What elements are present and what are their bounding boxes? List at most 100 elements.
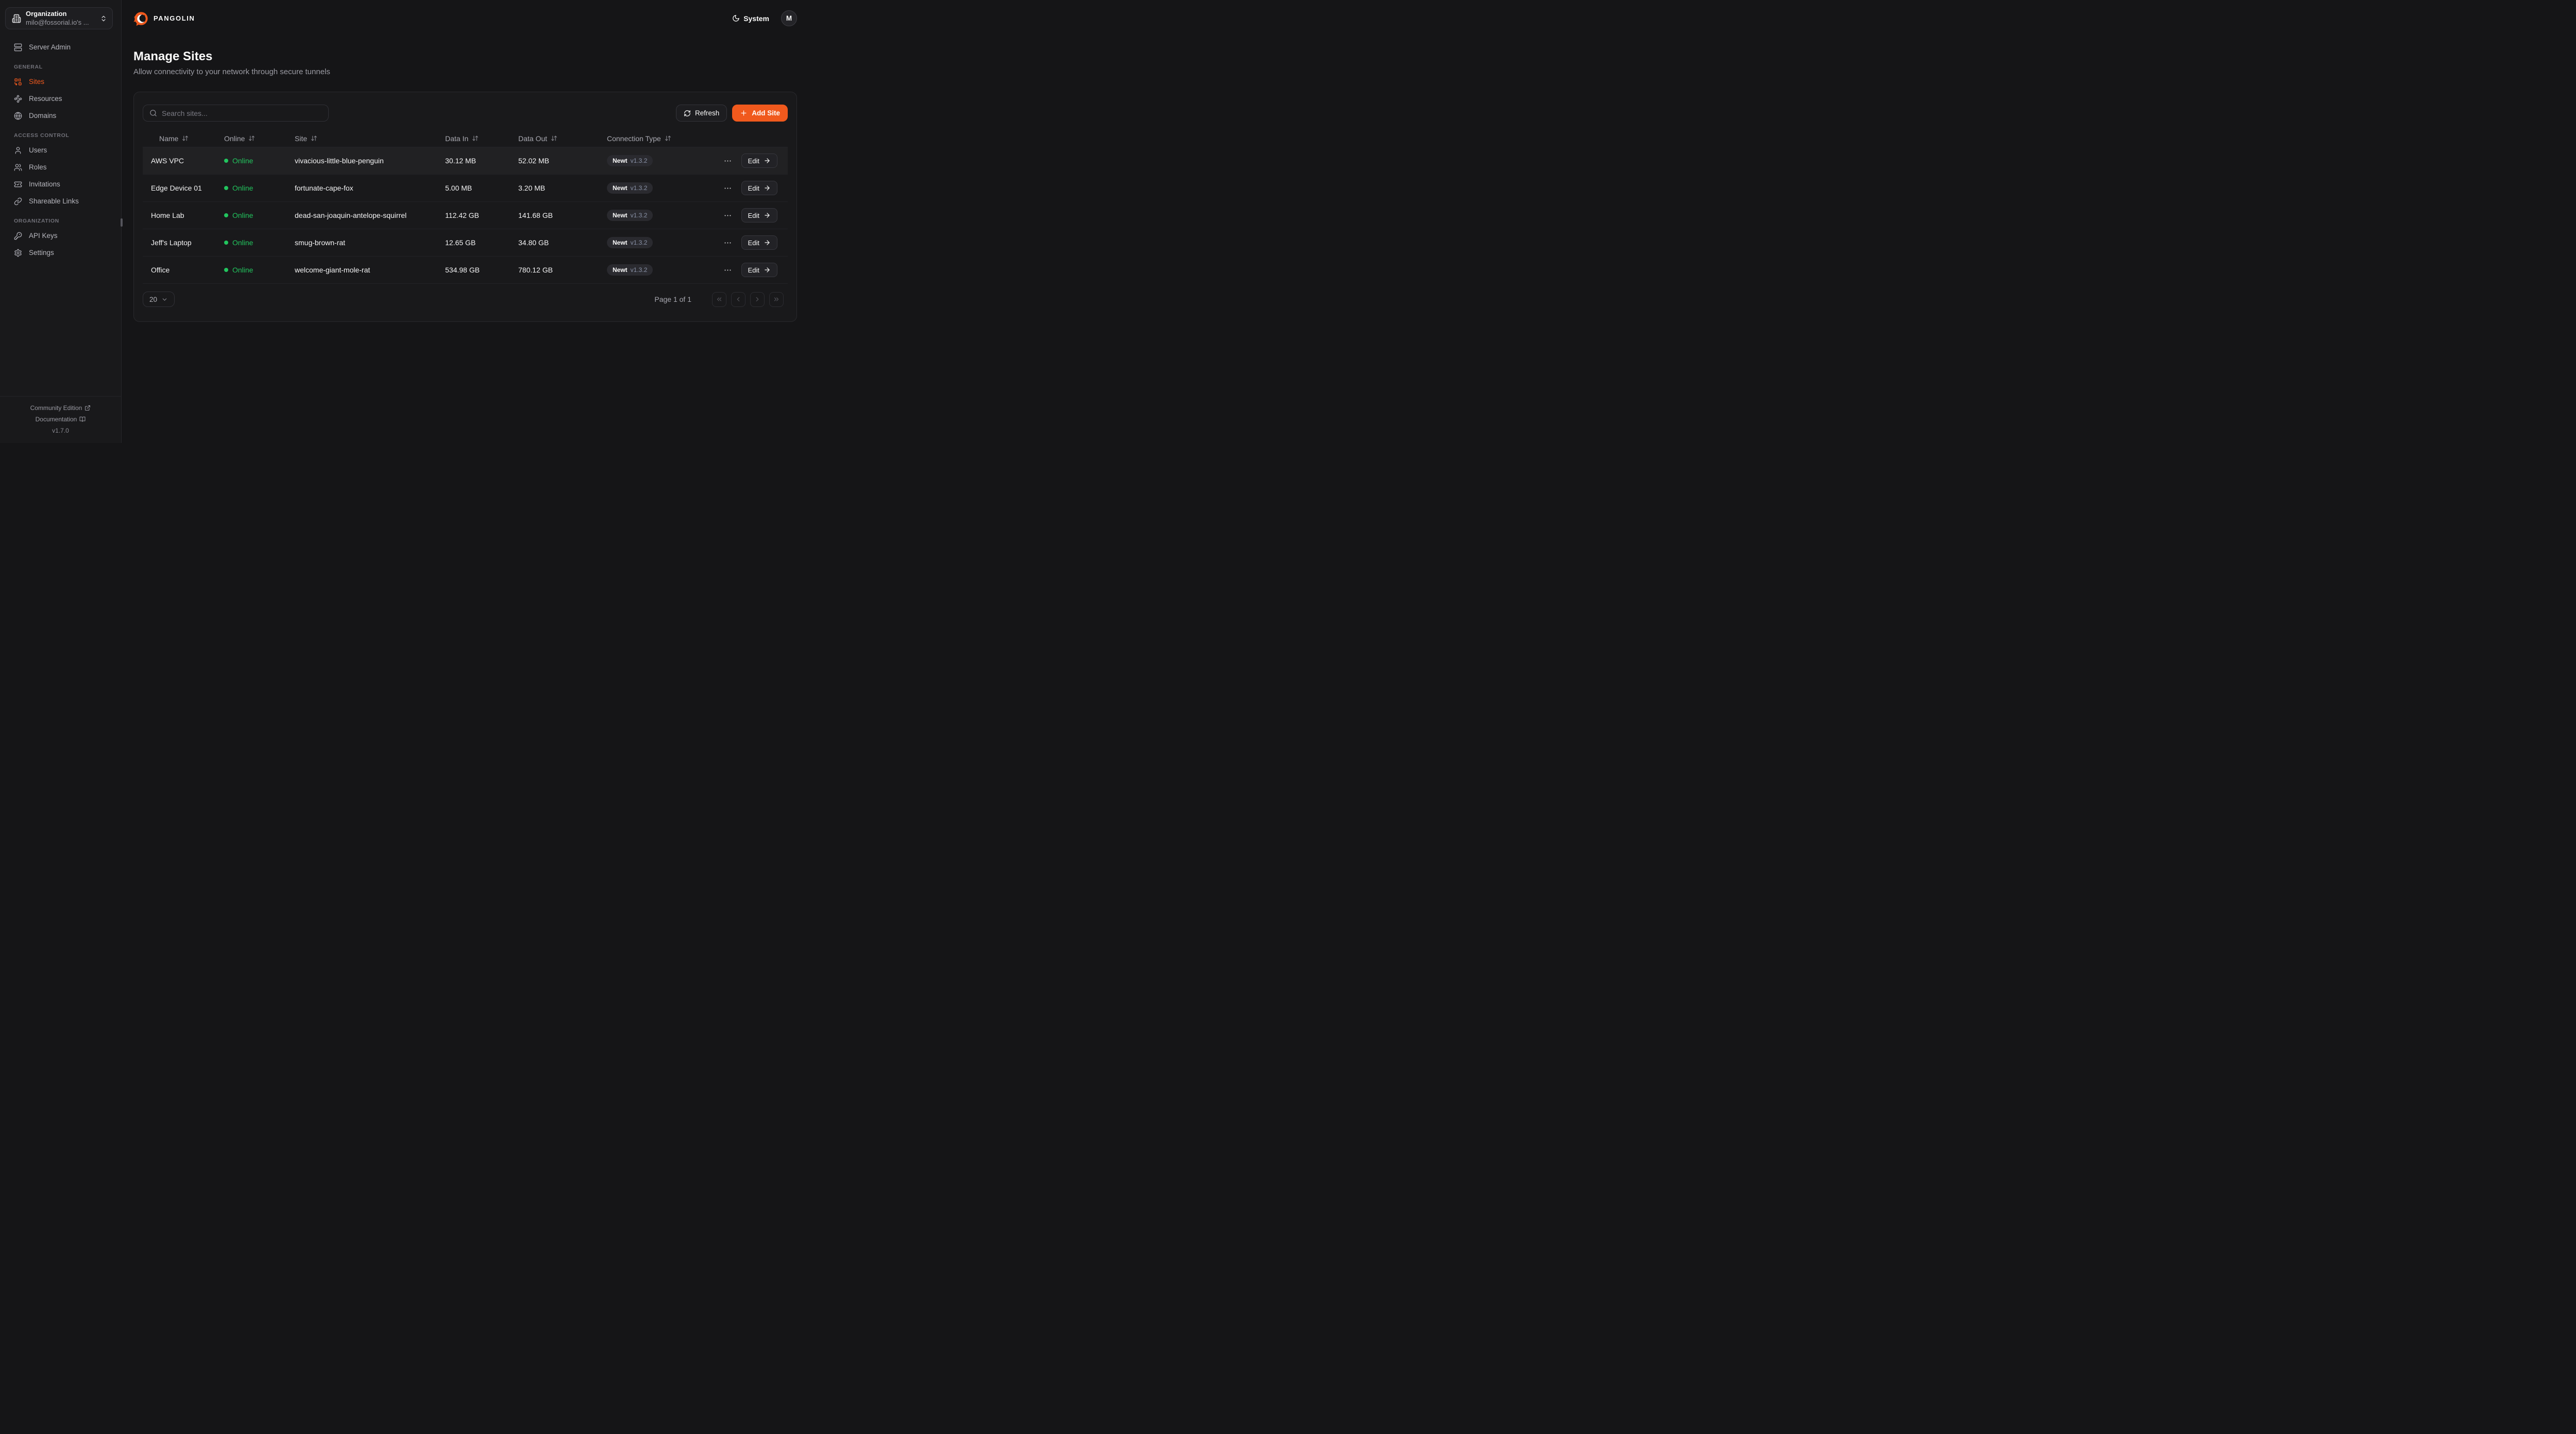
connection-type-name: Newt (613, 266, 628, 274)
search-input[interactable] (162, 109, 322, 117)
column-header-data-out[interactable]: Data Out (510, 134, 599, 143)
ellipsis-icon (724, 160, 731, 161)
gear-icon (14, 249, 22, 257)
row-menu-button[interactable] (722, 237, 733, 248)
search-box (143, 105, 329, 122)
topbar-right: System M (732, 10, 797, 26)
cell-actions: Edit (719, 181, 788, 195)
footer-link-documentation[interactable]: Documentation (36, 414, 86, 425)
table-toolbar: Refresh Add Site (143, 105, 788, 122)
cell-online-status: Online (216, 238, 286, 247)
row-menu-button[interactable] (722, 156, 733, 166)
sidebar-item-server-admin[interactable]: Server Admin (8, 39, 113, 56)
cell-data-out: 3.20 MB (518, 184, 546, 192)
table-row[interactable]: Edge Device 01 Online fortunate-cape-fox… (143, 175, 788, 202)
cell-name: Home Lab (151, 211, 184, 219)
column-header-label: Data In (445, 134, 469, 143)
main-content: PANGOLIN System M Manage Sites Allow con… (122, 0, 808, 443)
sidebar-resize-handle[interactable] (121, 218, 123, 227)
sidebar-item-api-keys[interactable]: API Keys (8, 227, 113, 244)
topbar: PANGOLIN System M (133, 7, 797, 29)
edit-button[interactable]: Edit (741, 263, 777, 277)
avatar[interactable]: M (781, 10, 797, 26)
chevrons-up-down-icon (101, 15, 106, 21)
table-row[interactable]: Office Online welcome-giant-mole-rat 534… (143, 257, 788, 284)
edit-button-label: Edit (748, 266, 759, 274)
page-title: Manage Sites (133, 49, 213, 63)
org-switcher[interactable]: Organization milo@fossorial.io's ... (5, 7, 113, 29)
add-site-button[interactable]: Add Site (732, 105, 788, 122)
next-page-button[interactable] (750, 292, 765, 307)
sidebar-item-settings[interactable]: Settings (8, 244, 113, 261)
pagination: Page 1 of 1 (654, 292, 784, 307)
sort-icon (665, 135, 671, 141)
sidebar-item-resources[interactable]: Resources (8, 90, 113, 107)
sidebar-item-users[interactable]: Users (8, 142, 113, 159)
sidebar-section-label: GENERAL (14, 64, 43, 70)
chevron-right-icon (756, 297, 759, 302)
column-header-connection-type[interactable]: Connection Type (599, 134, 719, 143)
table-row[interactable]: AWS VPC Online vivacious-little-blue-pen… (143, 147, 788, 175)
connection-type-name: Newt (613, 184, 628, 192)
edit-button[interactable]: Edit (741, 153, 777, 168)
previous-page-button[interactable] (731, 292, 745, 307)
sidebar-item-roles[interactable]: Roles (8, 159, 113, 176)
footer-link-community-edition[interactable]: Community Edition (30, 402, 91, 414)
sidebar-item-label: Resources (29, 95, 62, 103)
table-row[interactable]: Jeff's Laptop Online smug-brown-rat 12.6… (143, 229, 788, 257)
avatar-initial: M (786, 14, 792, 22)
pangolin-logo-icon (133, 11, 148, 26)
connection-type-version: v1.3.2 (630, 212, 648, 219)
sites-table-card: Refresh Add Site Name Online Site Data In Da… (133, 92, 797, 322)
footer-link-label: Documentation (35, 416, 77, 423)
first-page-button[interactable] (712, 292, 726, 307)
connection-type-version: v1.3.2 (630, 239, 648, 246)
connection-type-version: v1.3.2 (630, 184, 648, 192)
ticket-check-icon (14, 181, 22, 187)
cell-site: welcome-giant-mole-rat (295, 266, 370, 274)
column-header-site[interactable]: Site (286, 134, 437, 143)
edit-button[interactable]: Edit (741, 208, 777, 223)
users-icon (14, 163, 22, 171)
row-menu-button[interactable] (722, 265, 733, 276)
online-status-label: Online (232, 184, 253, 192)
brand-logo[interactable]: PANGOLIN (133, 11, 195, 26)
column-header-name[interactable]: Name (143, 134, 216, 143)
row-menu-button[interactable] (722, 183, 733, 194)
table-header-row: Name Online Site Data In Data Out Connection … (143, 130, 788, 147)
last-page-button[interactable] (769, 292, 784, 307)
sidebar-item-label: Invitations (29, 180, 60, 188)
online-status-dot (224, 159, 228, 163)
column-header-online[interactable]: Online (216, 134, 286, 143)
sidebar-item-shareable-links[interactable]: Shareable Links (8, 193, 113, 210)
edit-button[interactable]: Edit (741, 235, 777, 250)
connection-type-badge: Newt v1.3.2 (607, 237, 653, 248)
page-size-select[interactable]: 20 (143, 292, 175, 307)
online-status-label: Online (232, 266, 253, 274)
server-icon (14, 43, 22, 51)
sidebar-item-domains[interactable]: Domains (8, 107, 113, 124)
sort-icon (249, 135, 255, 141)
add-site-button-label: Add Site (752, 109, 780, 117)
sidebar-item-sites[interactable]: Sites (8, 73, 113, 90)
row-menu-button[interactable] (722, 210, 733, 221)
sort-icon (551, 135, 557, 141)
cell-name: Edge Device 01 (151, 184, 202, 192)
edit-button[interactable]: Edit (741, 181, 777, 195)
cell-online-status: Online (216, 184, 286, 192)
cell-name: Office (151, 266, 170, 274)
cell-data-out: 34.80 GB (518, 238, 549, 247)
theme-toggle[interactable]: System (732, 14, 769, 23)
refresh-button[interactable]: Refresh (675, 105, 727, 122)
sidebar-item-label: Settings (29, 249, 54, 257)
cell-connection-type: Newt v1.3.2 (599, 210, 719, 221)
table-row[interactable]: Home Lab Online dead-san-joaquin-antelop… (143, 202, 788, 229)
connection-type-badge: Newt v1.3.2 (607, 182, 653, 194)
column-header-data-in[interactable]: Data In (437, 134, 510, 143)
cell-actions: Edit (719, 153, 788, 168)
footer-link-label: Community Edition (30, 404, 82, 412)
online-status-label: Online (232, 238, 253, 247)
search-icon (150, 110, 157, 116)
sidebar-item-invitations[interactable]: Invitations (8, 176, 113, 193)
connection-type-badge: Newt v1.3.2 (607, 210, 653, 221)
